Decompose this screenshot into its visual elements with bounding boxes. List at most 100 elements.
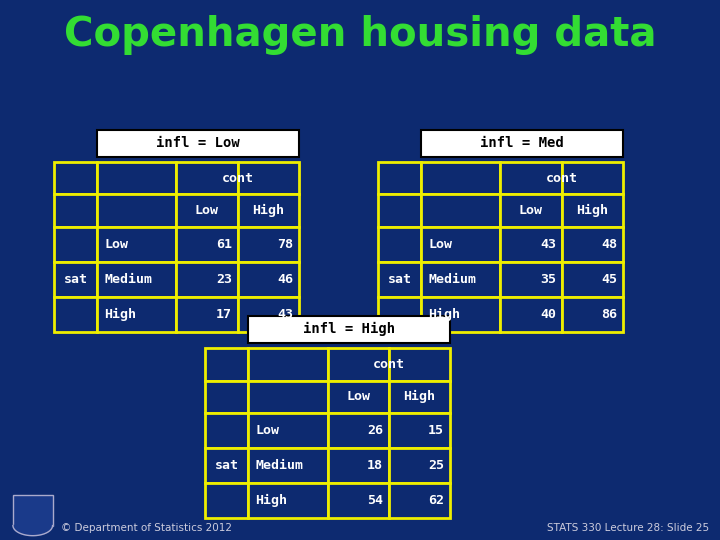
Text: 61: 61 — [216, 238, 232, 251]
Bar — [562, 297, 623, 332]
Bar — [205, 413, 248, 448]
Bar — [238, 227, 299, 262]
Bar — [176, 262, 238, 297]
Bar — [389, 413, 450, 448]
Bar — [562, 262, 623, 297]
Bar — [176, 227, 238, 262]
Bar — [176, 194, 238, 227]
Text: 17: 17 — [216, 308, 232, 321]
Bar — [328, 448, 389, 483]
Text: 54: 54 — [367, 494, 383, 508]
Bar — [500, 227, 562, 262]
Text: infl = Low: infl = Low — [156, 136, 240, 150]
Bar — [205, 483, 248, 518]
Text: infl = High: infl = High — [303, 322, 395, 336]
Bar — [500, 194, 562, 227]
Text: Medium: Medium — [104, 273, 153, 286]
Bar — [205, 381, 248, 413]
Text: © Department of Statistics 2012: © Department of Statistics 2012 — [61, 523, 232, 533]
Text: Medium: Medium — [428, 273, 477, 286]
Bar — [54, 262, 97, 297]
Bar — [97, 227, 176, 262]
Text: 43: 43 — [540, 238, 556, 251]
Bar — [238, 297, 299, 332]
Bar — [176, 162, 238, 194]
Bar — [328, 413, 389, 448]
Text: sat: sat — [215, 459, 239, 472]
Bar — [97, 194, 176, 227]
Bar — [13, 495, 53, 525]
Bar — [97, 130, 299, 157]
Text: STATS 330 Lecture 28: Slide 25: STATS 330 Lecture 28: Slide 25 — [547, 523, 709, 533]
Bar — [389, 448, 450, 483]
Bar — [389, 483, 450, 518]
Polygon shape — [13, 525, 53, 536]
Text: Low: Low — [428, 238, 452, 251]
Text: Medium: Medium — [256, 459, 304, 472]
Bar — [205, 448, 248, 483]
Bar — [328, 483, 389, 518]
Text: 18: 18 — [367, 459, 383, 472]
Bar — [378, 194, 421, 227]
Bar — [248, 381, 328, 413]
Bar — [562, 162, 623, 194]
Bar — [421, 130, 623, 157]
Text: Low: Low — [256, 424, 279, 437]
Text: cont: cont — [373, 358, 405, 371]
Text: High: High — [256, 494, 287, 508]
Bar — [238, 162, 299, 194]
Text: High: High — [403, 390, 436, 403]
Bar — [54, 227, 97, 262]
Text: 43: 43 — [277, 308, 293, 321]
Bar — [248, 316, 450, 343]
Bar — [248, 483, 328, 518]
Bar — [421, 162, 500, 194]
Bar — [378, 227, 421, 262]
Bar — [248, 413, 328, 448]
Text: 40: 40 — [540, 308, 556, 321]
Bar — [97, 262, 176, 297]
Text: cont: cont — [546, 172, 577, 185]
Text: 78: 78 — [277, 238, 293, 251]
Text: 15: 15 — [428, 424, 444, 437]
Text: sat: sat — [387, 273, 412, 286]
Text: 46: 46 — [277, 273, 293, 286]
Text: 25: 25 — [428, 459, 444, 472]
Text: High: High — [428, 308, 460, 321]
Text: High: High — [576, 204, 608, 217]
Bar — [97, 162, 176, 194]
Bar — [205, 348, 248, 381]
Bar — [97, 297, 176, 332]
Bar — [378, 162, 421, 194]
Text: High: High — [104, 308, 136, 321]
Bar — [389, 348, 450, 381]
Bar — [176, 297, 238, 332]
Text: Low: Low — [519, 204, 543, 217]
Text: 48: 48 — [601, 238, 617, 251]
Bar — [421, 297, 500, 332]
Bar — [238, 194, 299, 227]
Bar — [248, 448, 328, 483]
Text: Low: Low — [104, 238, 128, 251]
Bar — [378, 262, 421, 297]
Bar — [500, 262, 562, 297]
Text: infl = Med: infl = Med — [480, 136, 564, 150]
Text: cont: cont — [222, 172, 253, 185]
Text: 62: 62 — [428, 494, 444, 508]
Text: 26: 26 — [367, 424, 383, 437]
Bar — [562, 227, 623, 262]
Bar — [248, 348, 328, 381]
Bar — [328, 348, 389, 381]
Bar — [562, 194, 623, 227]
Text: Low: Low — [346, 390, 370, 403]
Text: High: High — [252, 204, 284, 217]
Bar — [378, 297, 421, 332]
Text: sat: sat — [63, 273, 88, 286]
Bar — [421, 194, 500, 227]
Bar — [238, 262, 299, 297]
Text: 86: 86 — [601, 308, 617, 321]
Bar — [54, 162, 97, 194]
Bar — [421, 262, 500, 297]
Text: Copenhagen housing data: Copenhagen housing data — [64, 15, 656, 55]
Bar — [421, 227, 500, 262]
